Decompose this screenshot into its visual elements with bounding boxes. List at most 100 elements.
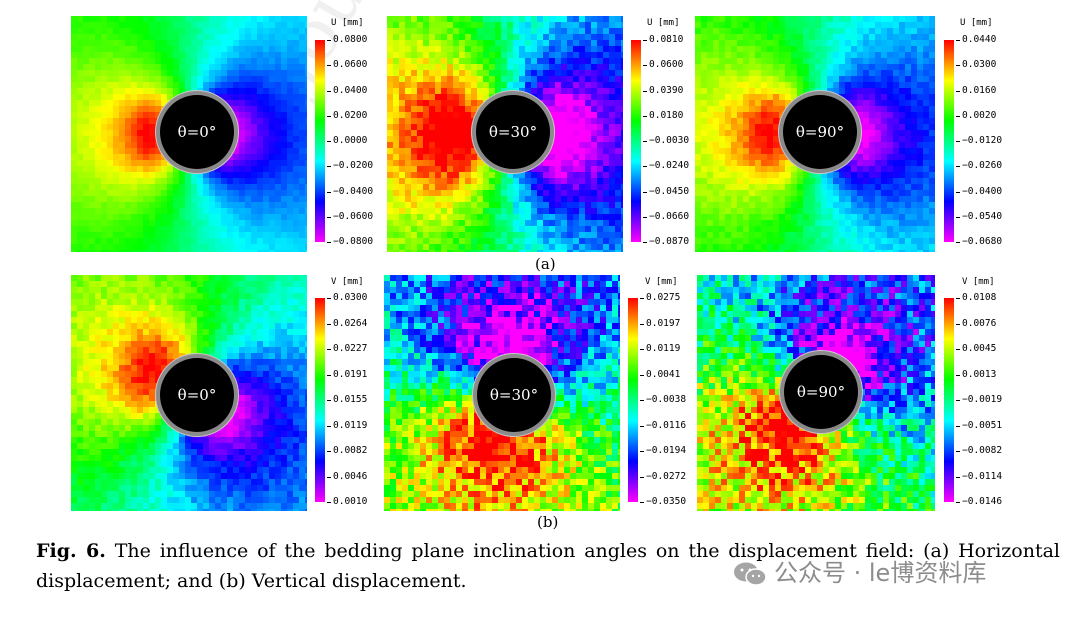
- field-cell: [429, 64, 436, 71]
- field-cell: [489, 226, 496, 233]
- field-cell: [719, 172, 726, 179]
- field-cell: [929, 52, 935, 59]
- field-cell: [591, 226, 598, 233]
- field-cell: [203, 184, 210, 191]
- field-cell: [731, 82, 738, 89]
- field-cell: [209, 16, 216, 23]
- field-cell: [911, 58, 918, 65]
- field-cell: [761, 160, 768, 167]
- field-cell: [755, 232, 762, 239]
- field-cell: [161, 232, 168, 239]
- field-cell: [887, 250, 894, 252]
- field-cell: [695, 202, 702, 209]
- field-cell: [453, 232, 460, 239]
- field-cell: [585, 82, 592, 89]
- field-cell: [143, 226, 150, 233]
- field-cell: [95, 166, 102, 173]
- field-cell: [881, 22, 888, 29]
- field-cell: [911, 244, 918, 251]
- field-cell: [501, 64, 508, 71]
- field-cell: [579, 178, 586, 185]
- field-cell: [89, 208, 96, 215]
- field-cell: [797, 166, 804, 173]
- field-cell: [507, 232, 514, 239]
- field-cell: [251, 287, 258, 294]
- field-cell: [221, 100, 228, 107]
- field-cell: [707, 34, 714, 41]
- field-cell: [275, 76, 282, 83]
- field-cell: [125, 58, 132, 65]
- field-cell: [441, 112, 448, 119]
- field-cell: [929, 166, 935, 173]
- angle-label-a1: θ=0°: [177, 123, 217, 141]
- field-cell: [549, 190, 556, 197]
- field-cell: [149, 202, 156, 209]
- field-cell: [293, 196, 300, 203]
- field-cell: [899, 130, 906, 137]
- field-cell: [815, 46, 822, 53]
- field-cell: [695, 52, 702, 59]
- field-cell: [239, 244, 246, 251]
- field-cell: [471, 184, 478, 191]
- field-cell: [215, 16, 222, 23]
- field-cell: [887, 154, 894, 161]
- field-cell: [749, 34, 756, 41]
- field-cell: [477, 58, 484, 65]
- field-cell: [269, 22, 276, 29]
- field-cell: [399, 136, 406, 143]
- field-cell: [155, 40, 162, 47]
- field-cell: [591, 34, 598, 41]
- field-cell: [447, 160, 454, 167]
- field-cell: [749, 184, 756, 191]
- field-cell: [815, 232, 822, 239]
- field-cell: [299, 22, 306, 29]
- field-cell: [483, 64, 490, 71]
- field-cell: [119, 220, 126, 227]
- field-cell: [707, 172, 714, 179]
- field-cell: [239, 112, 246, 119]
- field-cell: [77, 106, 84, 113]
- field-cell: [483, 82, 490, 89]
- field-cell: [161, 281, 168, 288]
- field-cell: [839, 28, 846, 35]
- field-cell: [803, 250, 810, 252]
- field-cell: [221, 214, 228, 221]
- field-cell: [125, 142, 132, 149]
- field-cell: [507, 46, 514, 53]
- field-cell: [149, 46, 156, 53]
- field-cell: [917, 52, 924, 59]
- field-cell: [245, 22, 252, 29]
- field-cell: [263, 275, 270, 282]
- field-cell: [615, 22, 622, 29]
- field-cell: [393, 58, 400, 65]
- field-cell: [281, 28, 288, 35]
- field-cell: [71, 82, 78, 89]
- field-cell: [555, 130, 562, 137]
- field-cell: [71, 281, 78, 288]
- field-cell: [155, 293, 162, 300]
- field-cell: [441, 64, 448, 71]
- field-cell: [119, 202, 126, 209]
- field-cell: [821, 178, 828, 185]
- field-cell: [743, 58, 750, 65]
- field-cell: [245, 172, 252, 179]
- field-cell: [749, 112, 756, 119]
- field-cell: [591, 142, 598, 149]
- field-cell: [893, 58, 900, 65]
- field-cell: [549, 250, 556, 252]
- field-cell: [233, 220, 240, 227]
- field-cell: [591, 70, 598, 77]
- field-cell: [911, 208, 918, 215]
- field-cell: [725, 196, 732, 203]
- field-cell: [579, 40, 586, 47]
- field-cell: [143, 190, 150, 197]
- field-cell: [161, 64, 168, 71]
- field-cell: [161, 106, 168, 113]
- field-cell: [281, 220, 288, 227]
- field-cell: [245, 250, 252, 252]
- field-cell: [615, 232, 622, 239]
- field-cell: [791, 232, 798, 239]
- field-cell: [579, 232, 586, 239]
- field-cell: [839, 76, 846, 83]
- field-cell: [257, 220, 264, 227]
